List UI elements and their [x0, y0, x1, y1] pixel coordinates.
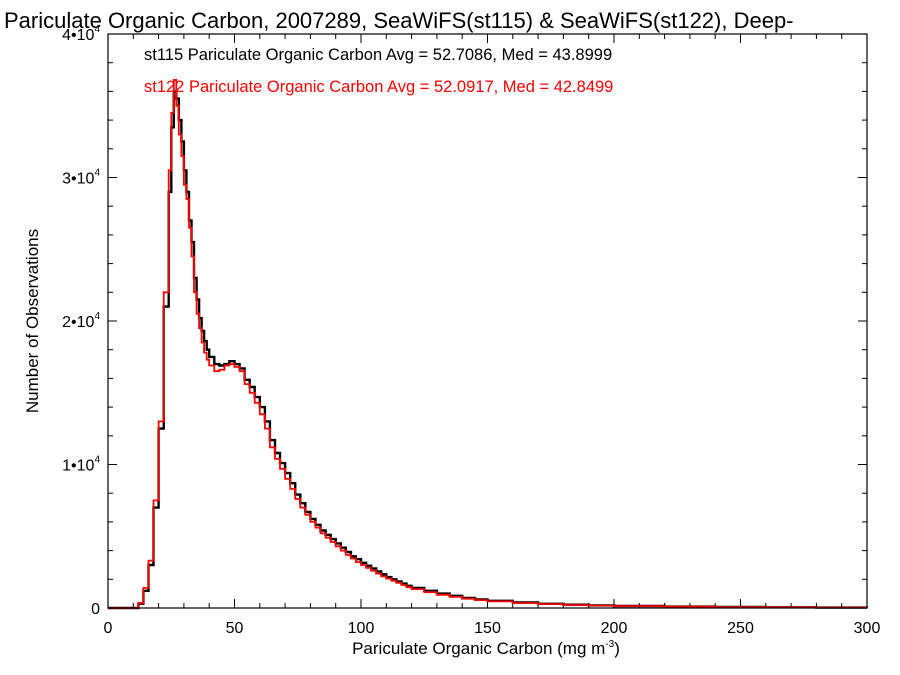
y-tick-exponent: 4 [94, 311, 100, 322]
y-tick-mantissa: 2•10 [62, 314, 94, 331]
series-layer [108, 79, 869, 610]
y-tick-label: 0 [91, 601, 100, 618]
y-tick-label: 1•104 [62, 455, 100, 475]
series-line-st115 [108, 90, 869, 610]
x-axis-label-exponent: -3 [605, 639, 614, 650]
y-tick-label: 2•104 [62, 311, 100, 331]
y-tick-exponent: 4 [94, 455, 100, 466]
x-tick-label: 50 [226, 620, 244, 637]
x-axis-label-close: ) [614, 639, 620, 658]
series-line-st122 [108, 79, 868, 609]
y-tick-label: 3•104 [62, 168, 100, 188]
plot-frame [107, 33, 868, 609]
chart-title: Pariculate Organic Carbon, 2007289, SeaW… [4, 8, 794, 33]
x-tick-label: 0 [104, 620, 113, 637]
x-tick-label: 250 [727, 620, 754, 637]
legend-entry-st122: st122 Pariculate Organic Carbon Avg = 52… [144, 78, 613, 96]
x-tick-label: 300 [854, 620, 881, 637]
y-tick-mantissa: 1•10 [62, 458, 94, 475]
y-tick-exponent: 4 [94, 168, 100, 179]
axis-ticks [107, 33, 868, 609]
x-tick-label: 200 [601, 620, 628, 637]
y-tick-mantissa: 0 [91, 601, 100, 618]
x-tick-label: 100 [348, 620, 375, 637]
x-tick-label: 150 [474, 620, 501, 637]
y-tick-mantissa: 4•10 [62, 27, 94, 44]
x-axis-label: Pariculate Organic Carbon (mg m-3) [352, 639, 620, 658]
y-tick-exponent: 4 [94, 24, 100, 35]
x-axis-label-text: Pariculate Organic Carbon (mg m [352, 639, 605, 658]
y-tick-label: 4•104 [62, 24, 100, 44]
y-tick-mantissa: 3•10 [62, 171, 94, 188]
y-axis-label: Number of Observations [23, 229, 42, 413]
legend-entry-st115: st115 Pariculate Organic Carbon Avg = 52… [144, 46, 612, 64]
